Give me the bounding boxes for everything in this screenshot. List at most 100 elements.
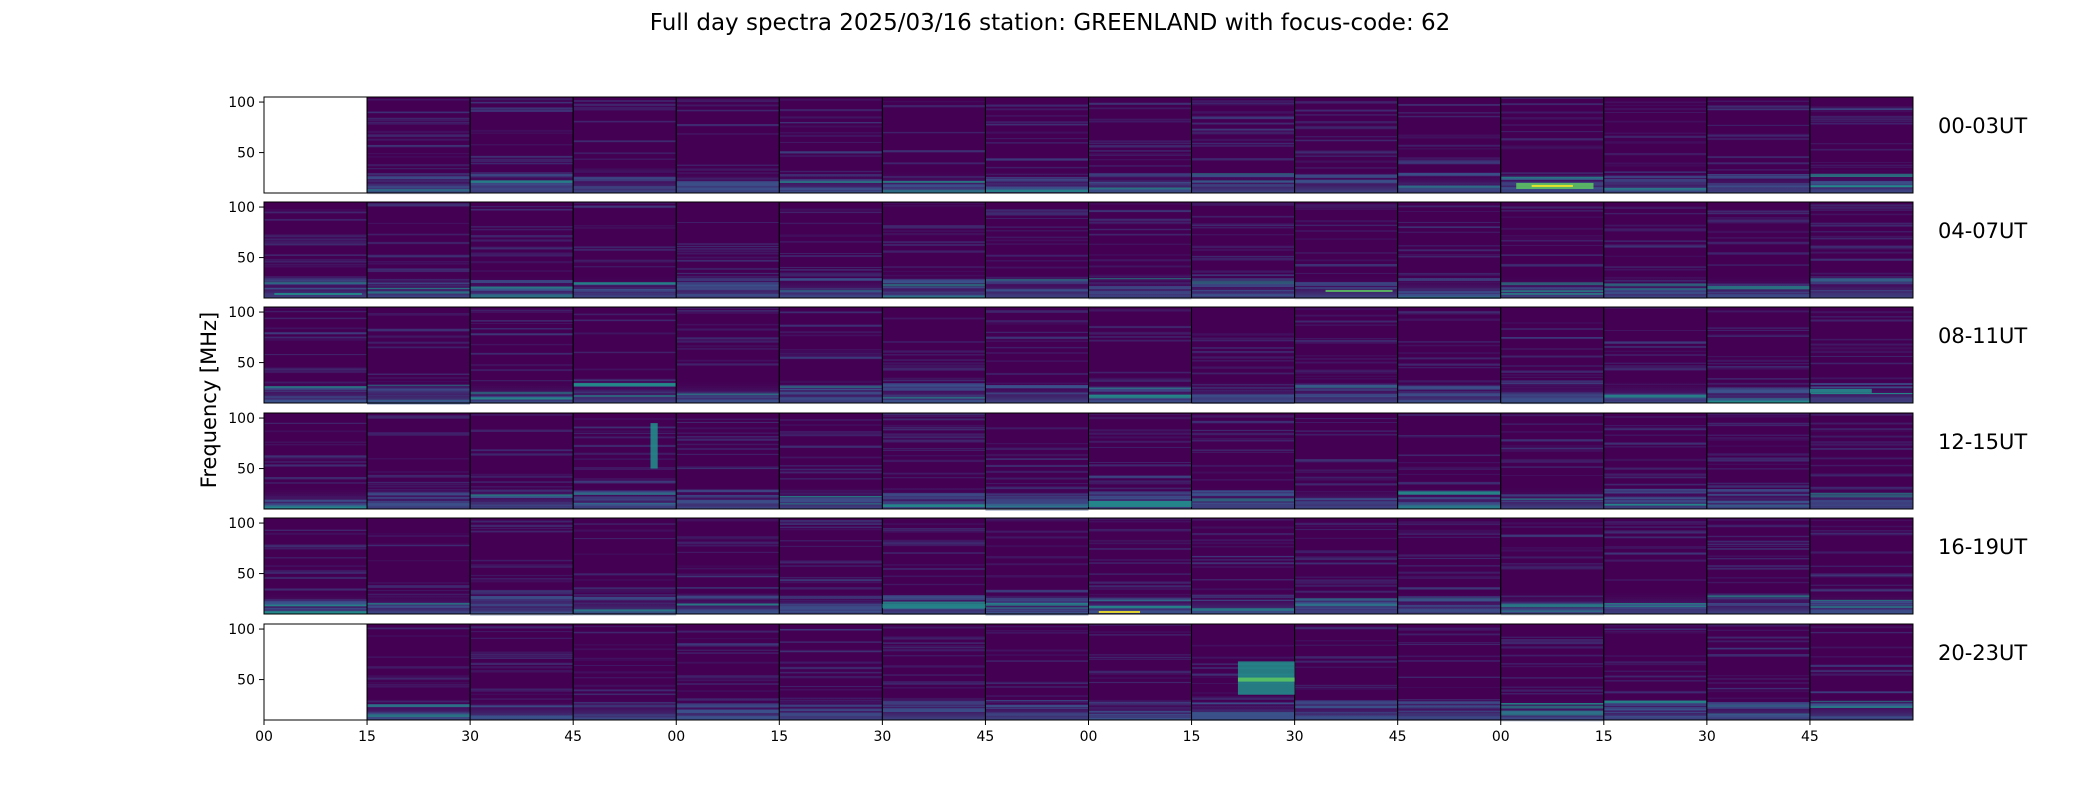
spectrum-panel: [263, 306, 368, 404]
y-tick-label: 100: [228, 305, 255, 321]
spectrum-panel: [1809, 517, 1914, 615]
spectrum-panel: [366, 412, 471, 510]
spectrum-panel: [1809, 306, 1914, 404]
spectrum-panel: [881, 201, 986, 299]
spectrum-panel: [1294, 306, 1399, 404]
x-tick-label: 30: [1286, 729, 1304, 745]
x-tick-label: 45: [564, 729, 582, 745]
spectrum-panel: [1191, 412, 1296, 510]
spectrum-panel: [469, 201, 574, 299]
y-tick-label: 100: [228, 622, 255, 638]
spectrum-panel: [1397, 201, 1502, 299]
y-axis: 50 100 50 100 50 100 50 100 50 100 50 100: [228, 95, 264, 689]
spectrum-panel: [1397, 623, 1502, 721]
spectrum-panel: [778, 96, 883, 194]
spectrum-panel: [1603, 412, 1708, 510]
y-tick-label: 50: [237, 146, 255, 162]
y-tick-label: 50: [237, 673, 255, 689]
spectrum-panel: [1706, 96, 1811, 194]
spectrum-panel: [1603, 623, 1708, 721]
spectrum-panel: [778, 623, 883, 721]
spectrum-panel: [1294, 517, 1399, 615]
spectral-feature: [882, 603, 986, 608]
spectrum-panel: [1706, 517, 1811, 615]
spectral-feature: [274, 292, 362, 295]
spectrum-panel: [572, 201, 677, 299]
spectrum-panel: [881, 96, 986, 194]
spectrum-panel: [1088, 412, 1193, 510]
spectrum-panel: [1809, 412, 1914, 510]
x-tick-label: 45: [1801, 729, 1819, 745]
spectrum-panel: [675, 306, 780, 404]
x-tick-label: 15: [358, 729, 376, 745]
row-labels: 00-03UT 04-07UT 08-11UT 12-15UT 16-19UT 20-23…: [1938, 114, 2027, 665]
x-tick-label: 15: [770, 729, 788, 745]
spectrum-panel: [1088, 623, 1193, 721]
spectrum-panel: [1603, 96, 1708, 194]
spectrum-panel: [1294, 623, 1399, 721]
spectral-feature: [1098, 610, 1141, 613]
y-axis-label: Frequency [MHz]: [197, 312, 221, 488]
spectral-feature: [1809, 388, 1872, 393]
spectrum-panel: [572, 623, 677, 721]
y-tick-label: 50: [237, 462, 255, 478]
spectrum-panel: [1500, 201, 1605, 299]
spectrum-panel: [366, 96, 471, 195]
spectral-feature: [1088, 500, 1192, 507]
x-tick-label: 00: [255, 729, 273, 745]
x-tick-label: 15: [1595, 729, 1613, 745]
x-tick-label: 45: [1389, 729, 1407, 745]
x-axis: 00 15 30 45 00 15 30 45 00 15 30 45 00 15 30 45: [255, 720, 1819, 745]
spectrum-panel: [1397, 96, 1502, 194]
spectrum-panel: [984, 517, 1089, 616]
spectrum-panel: [263, 517, 368, 615]
x-tick-label: 00: [1492, 729, 1510, 745]
spectrum-panel: [881, 306, 986, 405]
spectrum-panel: [778, 517, 883, 615]
spectrum-panel: [675, 201, 780, 299]
y-tick-label: 100: [228, 200, 255, 216]
spectrum-panel: [1809, 96, 1914, 194]
spectrum-panel: [1088, 96, 1193, 194]
empty-panel: [263, 623, 368, 721]
y-tick-label: 100: [228, 411, 255, 427]
spectrum-panel: [881, 517, 986, 615]
spectrum-panel: [366, 517, 471, 615]
spectrum-panel: [263, 96, 368, 194]
spectrum-panel: [1603, 306, 1708, 404]
spectrum-panel: [1088, 306, 1193, 404]
spectral-feature: [1237, 677, 1295, 682]
spectrum-panel: [572, 412, 677, 510]
spectrum-panel: [675, 412, 780, 510]
spectrum-panel: [469, 517, 574, 616]
spectrum-panel: [469, 412, 574, 510]
spectrum-panel: [366, 623, 471, 721]
x-tick-label: 45: [977, 729, 995, 745]
spectrum-panel: [572, 306, 677, 404]
x-tick-label: 30: [461, 729, 479, 745]
spectrum-panel: [263, 623, 368, 721]
spectrum-panel: [1294, 96, 1399, 194]
spectrum-panel: [572, 96, 677, 194]
spectrum-panel: [1706, 623, 1811, 721]
spectral-feature: [650, 423, 658, 469]
spectrum-panel: [1191, 517, 1296, 615]
chart-title: Full day spectra 2025/03/16 station: GRE…: [649, 10, 1451, 36]
y-tick-label: 50: [237, 251, 255, 267]
spectrum-panel: [469, 306, 574, 404]
spectrum-panel: [1397, 412, 1502, 510]
spectrum-panel: [1500, 623, 1605, 722]
spectrum-panel: [366, 201, 471, 299]
spectrum-panel: [1809, 623, 1914, 721]
y-tick-label: 100: [228, 516, 255, 532]
row-label: 08-11UT: [1938, 324, 2027, 348]
row-label: 00-03UT: [1938, 114, 2027, 138]
spectrum-panel: [1500, 412, 1605, 510]
spectrum-panel: [1706, 201, 1811, 299]
spectrum-panel: [1706, 412, 1811, 510]
empty-panel: [263, 96, 368, 194]
spectrum-panel: [984, 306, 1089, 404]
spectrum-panel: [1294, 201, 1399, 300]
spectrum-panel: [984, 96, 1089, 194]
spectrum-panel: [469, 623, 574, 721]
